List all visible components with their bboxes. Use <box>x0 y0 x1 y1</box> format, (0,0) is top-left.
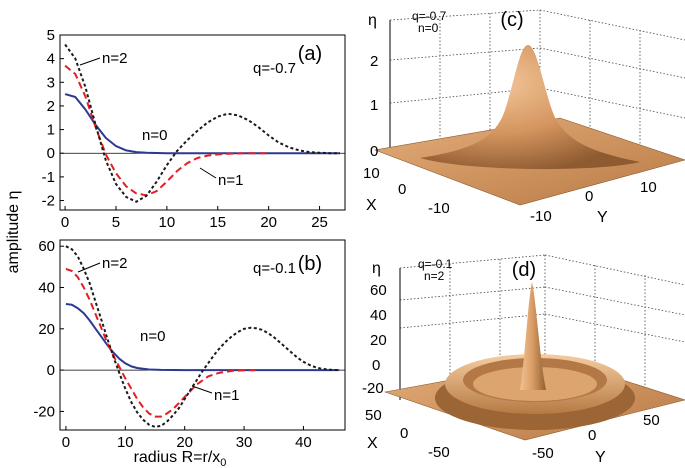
panel-b-line-chart: 0 10 20 30 40 -20 0 20 40 60 (b) q=-0.1 n=2 n=0 n… <box>33 238 346 451</box>
panel-b-lines <box>65 245 340 428</box>
panel-b-n1-label: n=1 <box>214 387 239 404</box>
panel-b-series-n1 <box>65 267 256 418</box>
panel-a-n1-label: n=1 <box>218 172 243 189</box>
panel-c-ztick-0: 0 <box>370 143 378 160</box>
panel-a-q-label: q=-0.7 <box>253 60 296 77</box>
panel-a-xtick-label: 25 <box>311 214 328 231</box>
panel-d-q-label: q=-0.1 <box>418 257 453 271</box>
panel-d-ztick-1: 0 <box>372 357 380 374</box>
panel-a-ytick-label: 1 <box>47 122 55 139</box>
panel-c-xtick-1: 0 <box>398 181 406 198</box>
panel-b-ytick-label: 0 <box>47 362 55 379</box>
panel-b-q-label: q=-0.1 <box>253 260 296 277</box>
panel-d-center-spike <box>520 282 546 390</box>
panel-d-ytick-0: -50 <box>532 445 554 462</box>
panel-b-n1-pointer <box>191 385 213 394</box>
panel-c-n-label: n=0 <box>418 21 439 35</box>
panel-d-ytick-2: 50 <box>643 412 660 429</box>
panel-c-ztick-2: 2 <box>370 53 378 70</box>
panel-a-n2-label: n=2 <box>102 50 127 67</box>
panel-b-xtick-label: 0 <box>62 434 70 451</box>
panel-c-label: (c) <box>500 9 523 31</box>
panel-d-ztick-4: 60 <box>370 282 387 299</box>
panel-b-xtick-label: 10 <box>117 434 134 451</box>
panel-b-ticks: 0 10 20 30 40 -20 0 20 40 60 <box>33 238 345 451</box>
panel-a-ytick-label: 5 <box>47 27 55 44</box>
panel-b-label: (b) <box>298 253 322 275</box>
panel-a-n0-label: n=0 <box>142 127 167 144</box>
panel-d-y-label: Y <box>595 449 606 466</box>
panel-c-xtick-2: -10 <box>428 200 450 217</box>
panel-c-ztick-1: 1 <box>370 97 378 114</box>
panel-c-ytick-2: 10 <box>640 179 657 196</box>
panel-c-x-label: X <box>366 197 377 214</box>
panel-d-ztick-0: -20 <box>362 380 384 397</box>
panel-c-q-label: q=-0.7 <box>412 9 447 23</box>
panel-a-label: (a) <box>298 43 322 65</box>
panel-a-frame <box>59 34 346 211</box>
y-axis-label: amplitude η <box>5 191 22 274</box>
panel-d-ytick-1: 0 <box>588 427 596 444</box>
panel-b-ytick-label: 40 <box>38 280 55 297</box>
panel-a-ytick-label: 2 <box>47 98 55 115</box>
panel-d-xtick-0: 50 <box>365 407 382 424</box>
panel-d-xtick-2: -50 <box>428 444 450 461</box>
panel-b-n2-pointer <box>77 262 101 273</box>
panel-a-xtick-label: 5 <box>112 214 120 231</box>
panel-c-surface-plot: η q=-0.7 n=0 (c) 0 1 2 10 0 -10 X -10 0 … <box>363 9 685 226</box>
panel-a-xtick-label: 0 <box>61 214 69 231</box>
panel-b-ytick-label: 60 <box>38 238 55 255</box>
panel-b-frame <box>59 239 346 431</box>
panel-a-ytick-label: 0 <box>47 145 55 162</box>
panel-d-z-label: η <box>372 260 381 277</box>
panel-d-xtick-1: 0 <box>400 425 408 442</box>
panel-d-label: (d) <box>512 259 536 281</box>
panel-b-xtick-label: 20 <box>176 434 193 451</box>
panel-c-y-label: Y <box>597 209 608 226</box>
panel-a-xtick-label: 20 <box>260 214 277 231</box>
panel-a-ytick-label: -2 <box>42 193 55 210</box>
panel-a-n2-pointer <box>79 57 101 66</box>
panel-a-lines <box>64 43 340 203</box>
panel-d-ztick-3: 40 <box>370 307 387 324</box>
panel-c-z-label: η <box>368 12 377 29</box>
panel-b-ytick-label: -20 <box>33 403 55 420</box>
panel-d-n-label: n=2 <box>424 269 445 283</box>
panel-a-n1-pointer <box>199 167 217 179</box>
panel-a-series-n0 <box>64 93 340 155</box>
panel-a-xtick-label: 10 <box>159 214 176 231</box>
panel-a-ytick-label: 3 <box>47 74 55 91</box>
panel-b-series-n0 <box>65 303 340 372</box>
panel-c-xtick-0: 10 <box>363 165 380 182</box>
panel-a-xtick-label: 15 <box>209 214 226 231</box>
panel-b-n2-label: n=2 <box>102 255 127 272</box>
panel-b-ytick-label: 20 <box>38 321 55 338</box>
x-axis-label: radius R=r/x0 <box>134 449 227 468</box>
panel-c-ytick-1: 0 <box>585 188 593 205</box>
panel-b-series-n2 <box>65 245 340 428</box>
panel-b-n0-label: n=0 <box>140 328 165 345</box>
panel-b-xtick-label: 30 <box>236 434 253 451</box>
panel-c-gaussian-bump <box>420 45 640 170</box>
panel-d-surface-plot: η q=-0.1 n=2 (d) 60 40 20 0 -20 50 0 -50… <box>362 254 685 466</box>
panel-a-series-n2 <box>64 43 340 203</box>
panel-a-ytick-label: -1 <box>42 169 55 186</box>
panel-d-x-label: X <box>367 435 378 452</box>
panel-b-xtick-label: 40 <box>295 434 312 451</box>
panel-c-ytick-0: -10 <box>530 208 552 225</box>
panel-a-ytick-label: 4 <box>47 51 55 68</box>
panel-d-ztick-2: 20 <box>370 332 387 349</box>
